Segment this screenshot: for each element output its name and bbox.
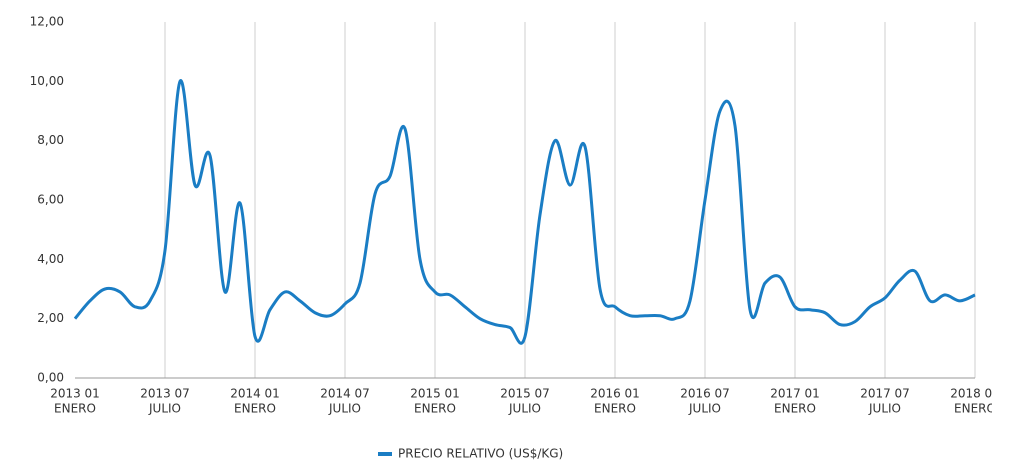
x-tick-sublabel: ENERO — [234, 402, 276, 416]
x-tick-label: 2018 01 — [950, 387, 1000, 401]
x-tick-label: 2016 07 — [680, 387, 730, 401]
y-tick-label: 0,00 — [37, 371, 64, 385]
x-tick-label: 2015 07 — [500, 387, 550, 401]
x-tick-sublabel: JULIO — [688, 402, 721, 416]
x-tick-label: 2013 01 — [50, 387, 100, 401]
series-line — [73, 79, 976, 345]
x-tick-sublabel: JULIO — [148, 402, 181, 416]
x-tick-sublabel: JULIO — [868, 402, 901, 416]
y-tick-label: 10,00 — [30, 74, 64, 88]
y-tick-label: 4,00 — [37, 252, 64, 266]
x-tick-label: 2014 07 — [320, 387, 370, 401]
x-tick-sublabel: ENERO — [54, 402, 96, 416]
x-tick-sublabel: JULIO — [328, 402, 361, 416]
x-tick-sublabel: JULIO — [508, 402, 541, 416]
x-tick-label: 2017 07 — [860, 387, 910, 401]
x-tick-sublabel: ENERO — [414, 402, 456, 416]
x-tick-label: 2013 07 — [140, 387, 190, 401]
x-tick-label: 2015 01 — [410, 387, 460, 401]
x-tick-label: 2017 01 — [770, 387, 820, 401]
legend-label: PRECIO RELATIVO (US$/KG) — [398, 447, 563, 461]
x-tick-label: 2016 01 — [590, 387, 640, 401]
y-tick-label: 2,00 — [37, 311, 64, 325]
y-tick-label: 6,00 — [37, 193, 64, 207]
y-tick-label: 8,00 — [37, 133, 64, 147]
y-tick-label: 12,00 — [30, 15, 64, 29]
x-tick-sublabel: ENERO — [954, 402, 996, 416]
x-tick-sublabel: ENERO — [774, 402, 816, 416]
x-tick-label: 2014 01 — [230, 387, 280, 401]
x-tick-sublabel: ENERO — [594, 402, 636, 416]
